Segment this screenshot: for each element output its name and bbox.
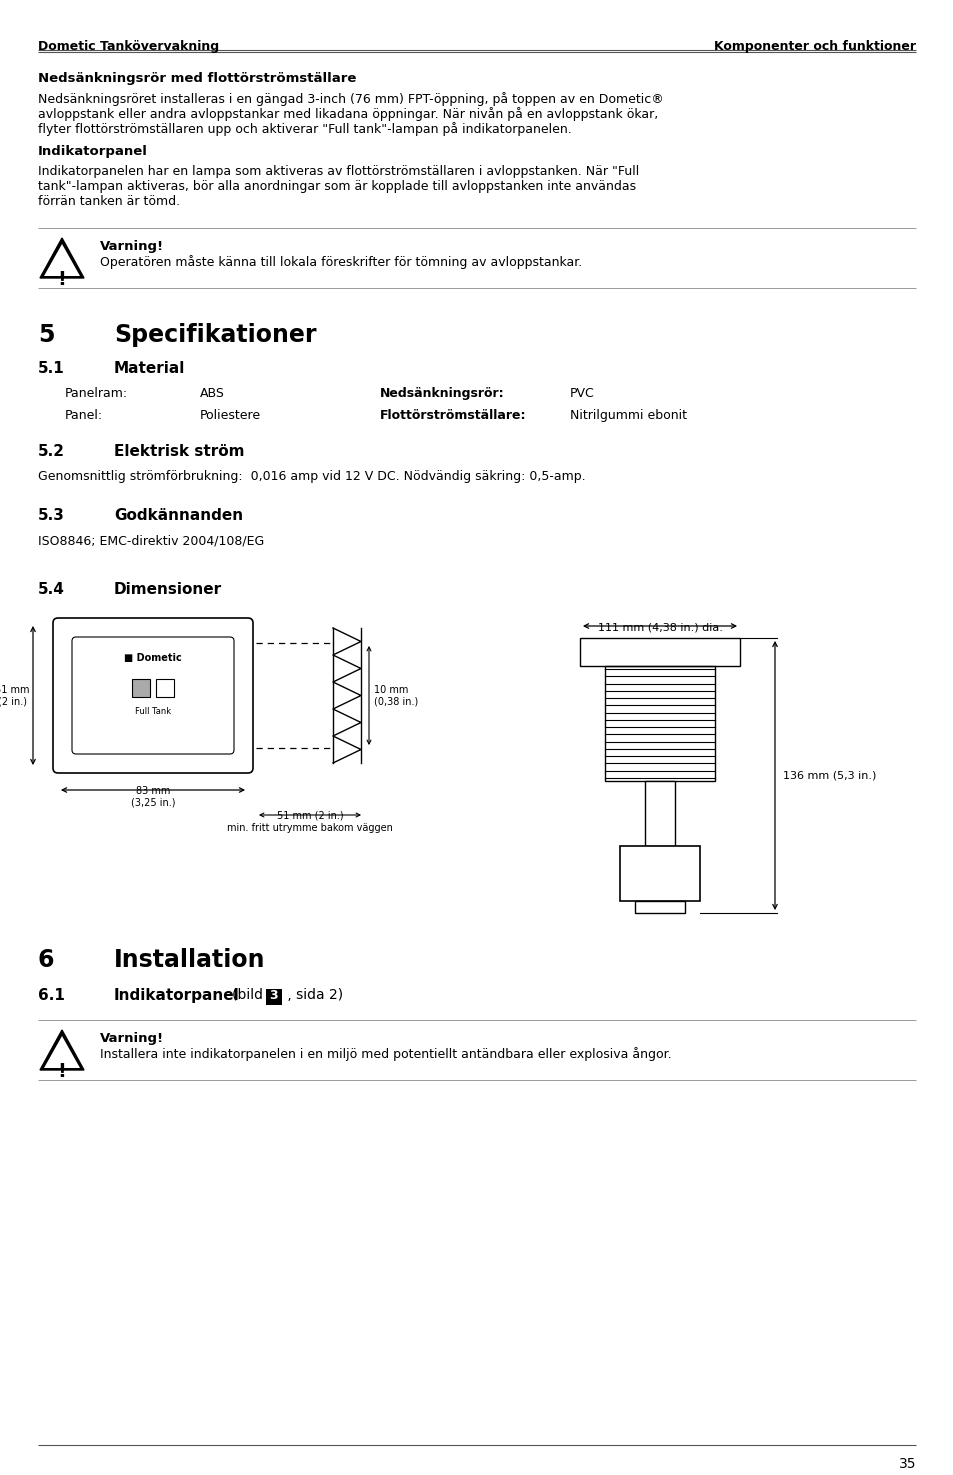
Text: förrän tanken är tömd.: förrän tanken är tömd. — [38, 195, 180, 208]
Text: 136 mm (5,3 in.): 136 mm (5,3 in.) — [782, 770, 876, 780]
Bar — [644, 780, 675, 847]
Text: Godkännanden: Godkännanden — [113, 507, 243, 524]
Text: 5.3: 5.3 — [38, 507, 65, 524]
Text: Indikatorpanelen har en lampa som aktiveras av flottörströmställaren i avloppsta: Indikatorpanelen har en lampa som aktive… — [38, 165, 639, 178]
Text: Nedsänkningsrör med flottörströmställare: Nedsänkningsrör med flottörströmställare — [38, 72, 356, 86]
Text: 5.1: 5.1 — [38, 361, 65, 376]
Text: ISO8846; EMC-direktiv 2004/108/EG: ISO8846; EMC-direktiv 2004/108/EG — [38, 534, 264, 547]
Text: 10 mm
(0,38 in.): 10 mm (0,38 in.) — [374, 684, 417, 707]
Text: Indikatorpanel: Indikatorpanel — [113, 988, 239, 1003]
Text: (bild: (bild — [232, 988, 267, 1002]
Text: ABS: ABS — [200, 386, 225, 400]
FancyBboxPatch shape — [53, 618, 253, 773]
Text: 35: 35 — [898, 1457, 915, 1471]
Polygon shape — [40, 1030, 84, 1069]
Text: ■ Dometic: ■ Dometic — [124, 653, 182, 662]
Text: Panel:: Panel: — [65, 409, 103, 422]
Text: Installation: Installation — [113, 948, 265, 972]
Text: Dimensioner: Dimensioner — [113, 583, 222, 597]
Bar — [604, 667, 714, 780]
Polygon shape — [44, 243, 80, 276]
Text: Nedsänkningsrör:: Nedsänkningsrör: — [379, 386, 504, 400]
Text: Komponenter och funktioner: Komponenter och funktioner — [713, 40, 915, 53]
Text: Operatören måste känna till lokala föreskrifter för tömning av avloppstankar.: Operatören måste känna till lokala föres… — [100, 255, 581, 268]
Text: Full Tank: Full Tank — [134, 707, 171, 715]
Text: , sida 2): , sida 2) — [283, 988, 343, 1002]
Text: Genomsnittlig strömförbrukning:  0,016 amp vid 12 V DC. Nödvändig säkring: 0,5-a: Genomsnittlig strömförbrukning: 0,016 am… — [38, 471, 585, 482]
Text: PVC: PVC — [569, 386, 594, 400]
Bar — [579, 639, 740, 667]
Text: 6: 6 — [38, 948, 54, 972]
Text: Material: Material — [113, 361, 185, 376]
Text: 5: 5 — [38, 323, 54, 347]
Text: 6.1: 6.1 — [38, 988, 65, 1003]
FancyBboxPatch shape — [71, 637, 233, 754]
Text: tank"-lampan aktiveras, bör alla anordningar som är kopplade till avloppstanken : tank"-lampan aktiveras, bör alla anordni… — [38, 180, 636, 193]
Text: Nedsänkningsröret installeras i en gängad 3-inch (76 mm) FPT-öppning, på toppen : Nedsänkningsröret installeras i en gänga… — [38, 91, 663, 106]
Text: Poliestere: Poliestere — [200, 409, 261, 422]
Polygon shape — [44, 1035, 80, 1068]
Text: Varning!: Varning! — [100, 240, 164, 254]
Text: 51 mm
(2 in.): 51 mm (2 in.) — [0, 684, 30, 707]
Text: Installera inte indikatorpanelen i en miljö med potentiellt antändbara eller exp: Installera inte indikatorpanelen i en mi… — [100, 1047, 671, 1061]
Text: 5.4: 5.4 — [38, 583, 65, 597]
Bar — [156, 678, 173, 698]
Text: Specifikationer: Specifikationer — [113, 323, 316, 347]
Bar — [132, 678, 150, 698]
Bar — [619, 847, 700, 901]
Text: !: ! — [57, 270, 67, 289]
Text: Dometic Tankövervakning: Dometic Tankövervakning — [38, 40, 219, 53]
Polygon shape — [40, 237, 84, 277]
Text: 51 mm (2 in.)
min. fritt utrymme bakom väggen: 51 mm (2 in.) min. fritt utrymme bakom v… — [227, 811, 393, 832]
Text: 83 mm
(3,25 in.): 83 mm (3,25 in.) — [131, 786, 175, 808]
Text: !: ! — [57, 1062, 67, 1081]
Bar — [266, 990, 282, 1004]
Text: Indikatorpanel: Indikatorpanel — [38, 145, 148, 158]
Bar — [635, 901, 684, 913]
Text: flyter flottörströmställaren upp och aktiverar "Full tank"-lampan på indikatorpa: flyter flottörströmställaren upp och akt… — [38, 122, 571, 136]
Text: 3: 3 — [270, 990, 278, 1002]
Text: Varning!: Varning! — [100, 1032, 164, 1044]
Text: Elektrisk ström: Elektrisk ström — [113, 444, 244, 459]
Text: avloppstank eller andra avloppstankar med likadana öppningar. När nivån på en av: avloppstank eller andra avloppstankar me… — [38, 108, 658, 121]
Text: 111 mm (4,38 in.) dia.: 111 mm (4,38 in.) dia. — [597, 622, 721, 631]
Text: Flottörströmställare:: Flottörströmställare: — [379, 409, 526, 422]
Text: 5.2: 5.2 — [38, 444, 65, 459]
Text: Nitrilgummi ebonit: Nitrilgummi ebonit — [569, 409, 686, 422]
Text: Panelram:: Panelram: — [65, 386, 128, 400]
